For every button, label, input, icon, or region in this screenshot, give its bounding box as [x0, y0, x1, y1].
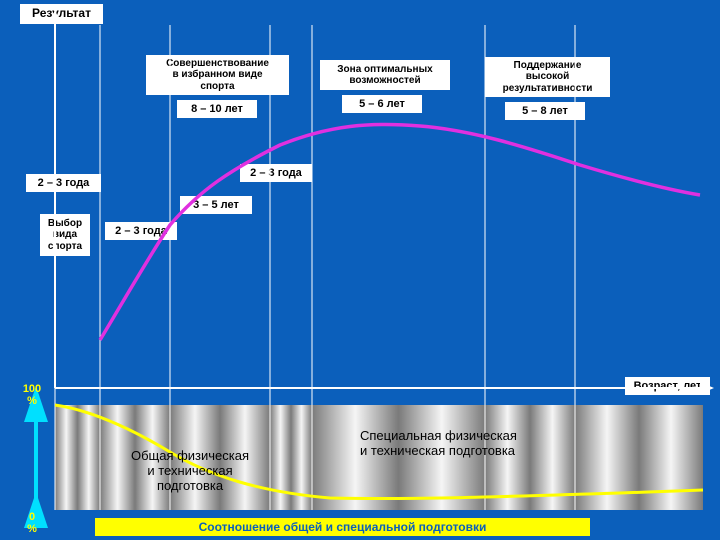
pct-0: 0 % [22, 512, 42, 535]
bottom-caption: Соотношение общей и специальной подготов… [95, 518, 590, 536]
special-prep-label: Специальная физическая и техническая под… [360, 428, 590, 458]
result-curve [100, 124, 700, 340]
general-prep-label: Общая физическая и техническая подготовк… [100, 448, 280, 493]
pct-100: 100 % [18, 384, 46, 407]
